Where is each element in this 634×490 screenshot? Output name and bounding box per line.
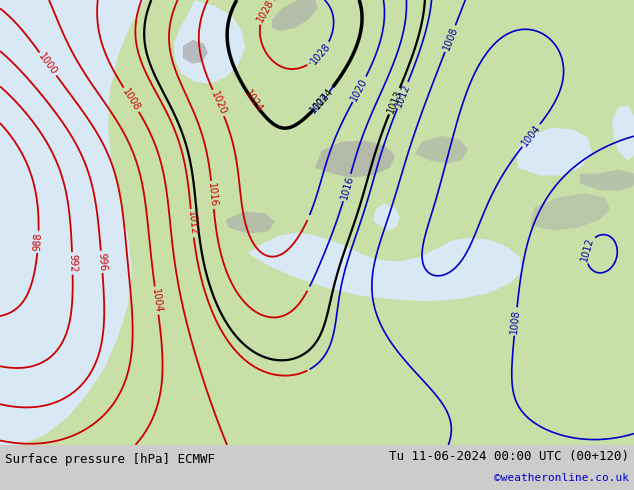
Polygon shape [272, 0, 318, 31]
Polygon shape [374, 203, 400, 230]
Text: 1004: 1004 [150, 288, 163, 314]
Text: 1028: 1028 [255, 0, 276, 24]
Polygon shape [183, 40, 208, 64]
Polygon shape [415, 136, 468, 164]
Text: 1012: 1012 [186, 210, 198, 236]
Text: 1028: 1028 [309, 41, 333, 66]
Text: 1020: 1020 [209, 90, 228, 116]
Text: 1008: 1008 [509, 309, 522, 334]
Text: Surface pressure [hPa] ECMWF: Surface pressure [hPa] ECMWF [5, 453, 215, 466]
Text: 1020: 1020 [349, 76, 370, 102]
Text: 996: 996 [96, 252, 107, 271]
Text: 1016: 1016 [339, 174, 355, 200]
Text: Tu 11-06-2024 00:00 UTC (00+120): Tu 11-06-2024 00:00 UTC (00+120) [389, 450, 629, 464]
Polygon shape [516, 128, 592, 175]
Polygon shape [580, 170, 634, 191]
Polygon shape [315, 141, 395, 177]
Text: ©weatheronline.co.uk: ©weatheronline.co.uk [494, 473, 629, 483]
Text: 992: 992 [67, 254, 77, 273]
Text: 1004: 1004 [520, 122, 543, 148]
Text: 1024: 1024 [312, 86, 335, 111]
Text: 1012: 1012 [394, 82, 412, 108]
Text: 1008: 1008 [120, 87, 142, 113]
Polygon shape [0, 0, 145, 445]
Text: 1008: 1008 [441, 25, 459, 52]
Text: 1024: 1024 [242, 88, 264, 114]
Text: 1000: 1000 [37, 51, 59, 77]
Polygon shape [612, 106, 634, 161]
Text: 1024: 1024 [308, 90, 332, 115]
Text: 988: 988 [32, 232, 44, 251]
Polygon shape [226, 212, 275, 233]
Polygon shape [248, 232, 522, 301]
Text: 1016: 1016 [206, 182, 219, 208]
Text: 1012: 1012 [579, 236, 595, 263]
Polygon shape [174, 0, 245, 84]
Polygon shape [530, 194, 610, 230]
Text: 1013: 1013 [385, 88, 404, 114]
